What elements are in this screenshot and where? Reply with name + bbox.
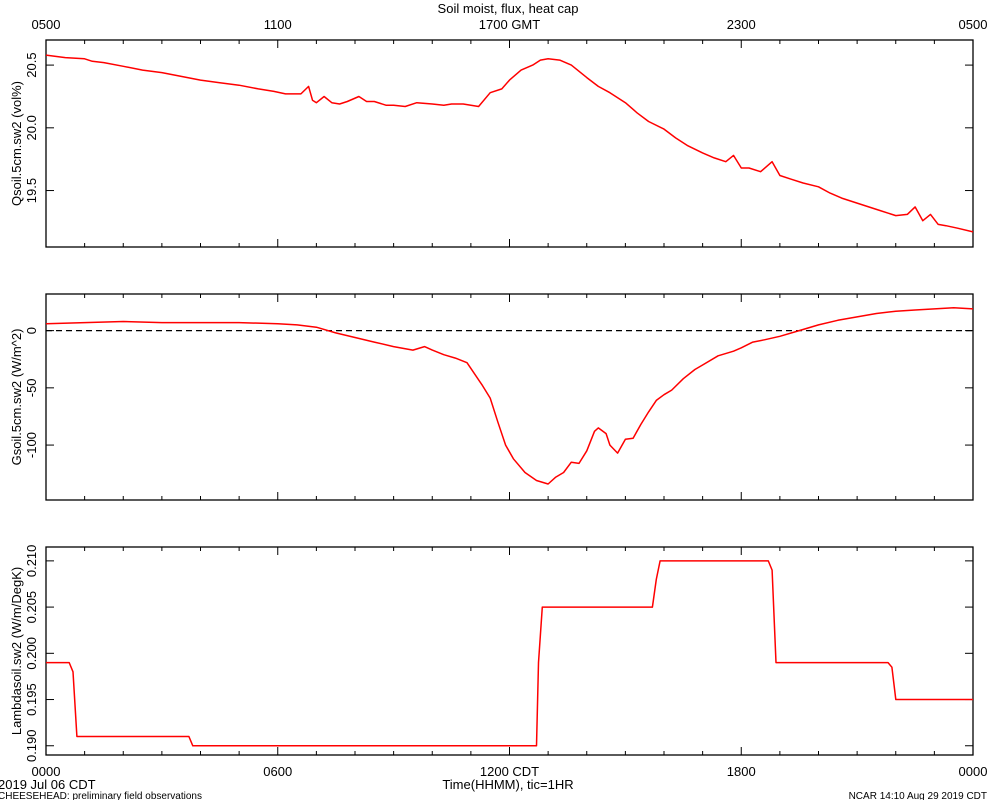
bottom-axis-tick-label: 1200 CDT: [480, 764, 539, 779]
y-tick-label: 20.0: [24, 115, 39, 140]
y-tick-label: 0: [24, 327, 39, 334]
y-tick-label: 0.195: [24, 683, 39, 716]
plot-frame: [45, 39, 974, 248]
plot-frame: [45, 546, 974, 756]
y-tick-label: 0.200: [24, 637, 39, 670]
y-tick-label: 0.205: [24, 591, 39, 624]
top-axis-tick-label: 2300: [727, 17, 756, 32]
bottom-axis-tick-label: 0000: [32, 764, 61, 779]
plot-frame: [45, 293, 974, 501]
top-axis-tick-label: 1100: [264, 17, 292, 32]
y-tick-label: 19.5: [24, 178, 39, 203]
y-axis-label: Gsoil.5cm.sw2 (W/m^2): [9, 329, 24, 466]
bottom-axis-tick-label: 0600: [263, 764, 292, 779]
series-line-conductivity: [46, 560, 973, 747]
panel-conductivity: 0.190 0.195 0.200 0.205 0.210Lambdasoil.sw2 …: [9, 545, 974, 762]
x-axis-label: Time(HHMM), tic=1HR: [442, 777, 573, 792]
footer-left: CHEESEHEAD: preliminary field observatio…: [0, 791, 202, 800]
bottom-axis-tick-label: 0000: [959, 764, 988, 779]
bottom-time-axis: 0000 0600 1200 CDT 1800 0000: [32, 764, 988, 779]
bottom-axis-tick-label: 1800: [727, 764, 756, 779]
y-axis-label: Lambdasoil.sw2 (W/m/DegK): [9, 567, 24, 735]
top-axis-tick-label: 0500: [959, 17, 988, 32]
series-line-moisture: [45, 54, 974, 233]
y-axis-label: Qsoil.5cm.sw2 (vol%): [9, 81, 24, 206]
series-line-flux: [45, 306, 974, 485]
y-tick-label: 20.5: [24, 52, 39, 77]
y-tick-label: 0.190: [24, 729, 39, 762]
y-tick-label: -100: [24, 432, 39, 458]
chart-title: Soil moist, flux, heat cap: [438, 1, 579, 16]
footer-right: NCAR 14:10 Aug 29 2019 CDT: [849, 791, 987, 800]
top-axis-tick-label: 1700 GMT: [479, 17, 540, 32]
date-label: 2019 Jul 06 CDT: [0, 777, 96, 792]
top-axis-tick-label: 0500: [32, 17, 61, 32]
y-tick-label: -50: [24, 378, 39, 397]
y-tick-label: 0.210: [24, 545, 39, 578]
top-time-axis: 0500 1100 1700 GMT 2300 0500: [32, 17, 988, 32]
